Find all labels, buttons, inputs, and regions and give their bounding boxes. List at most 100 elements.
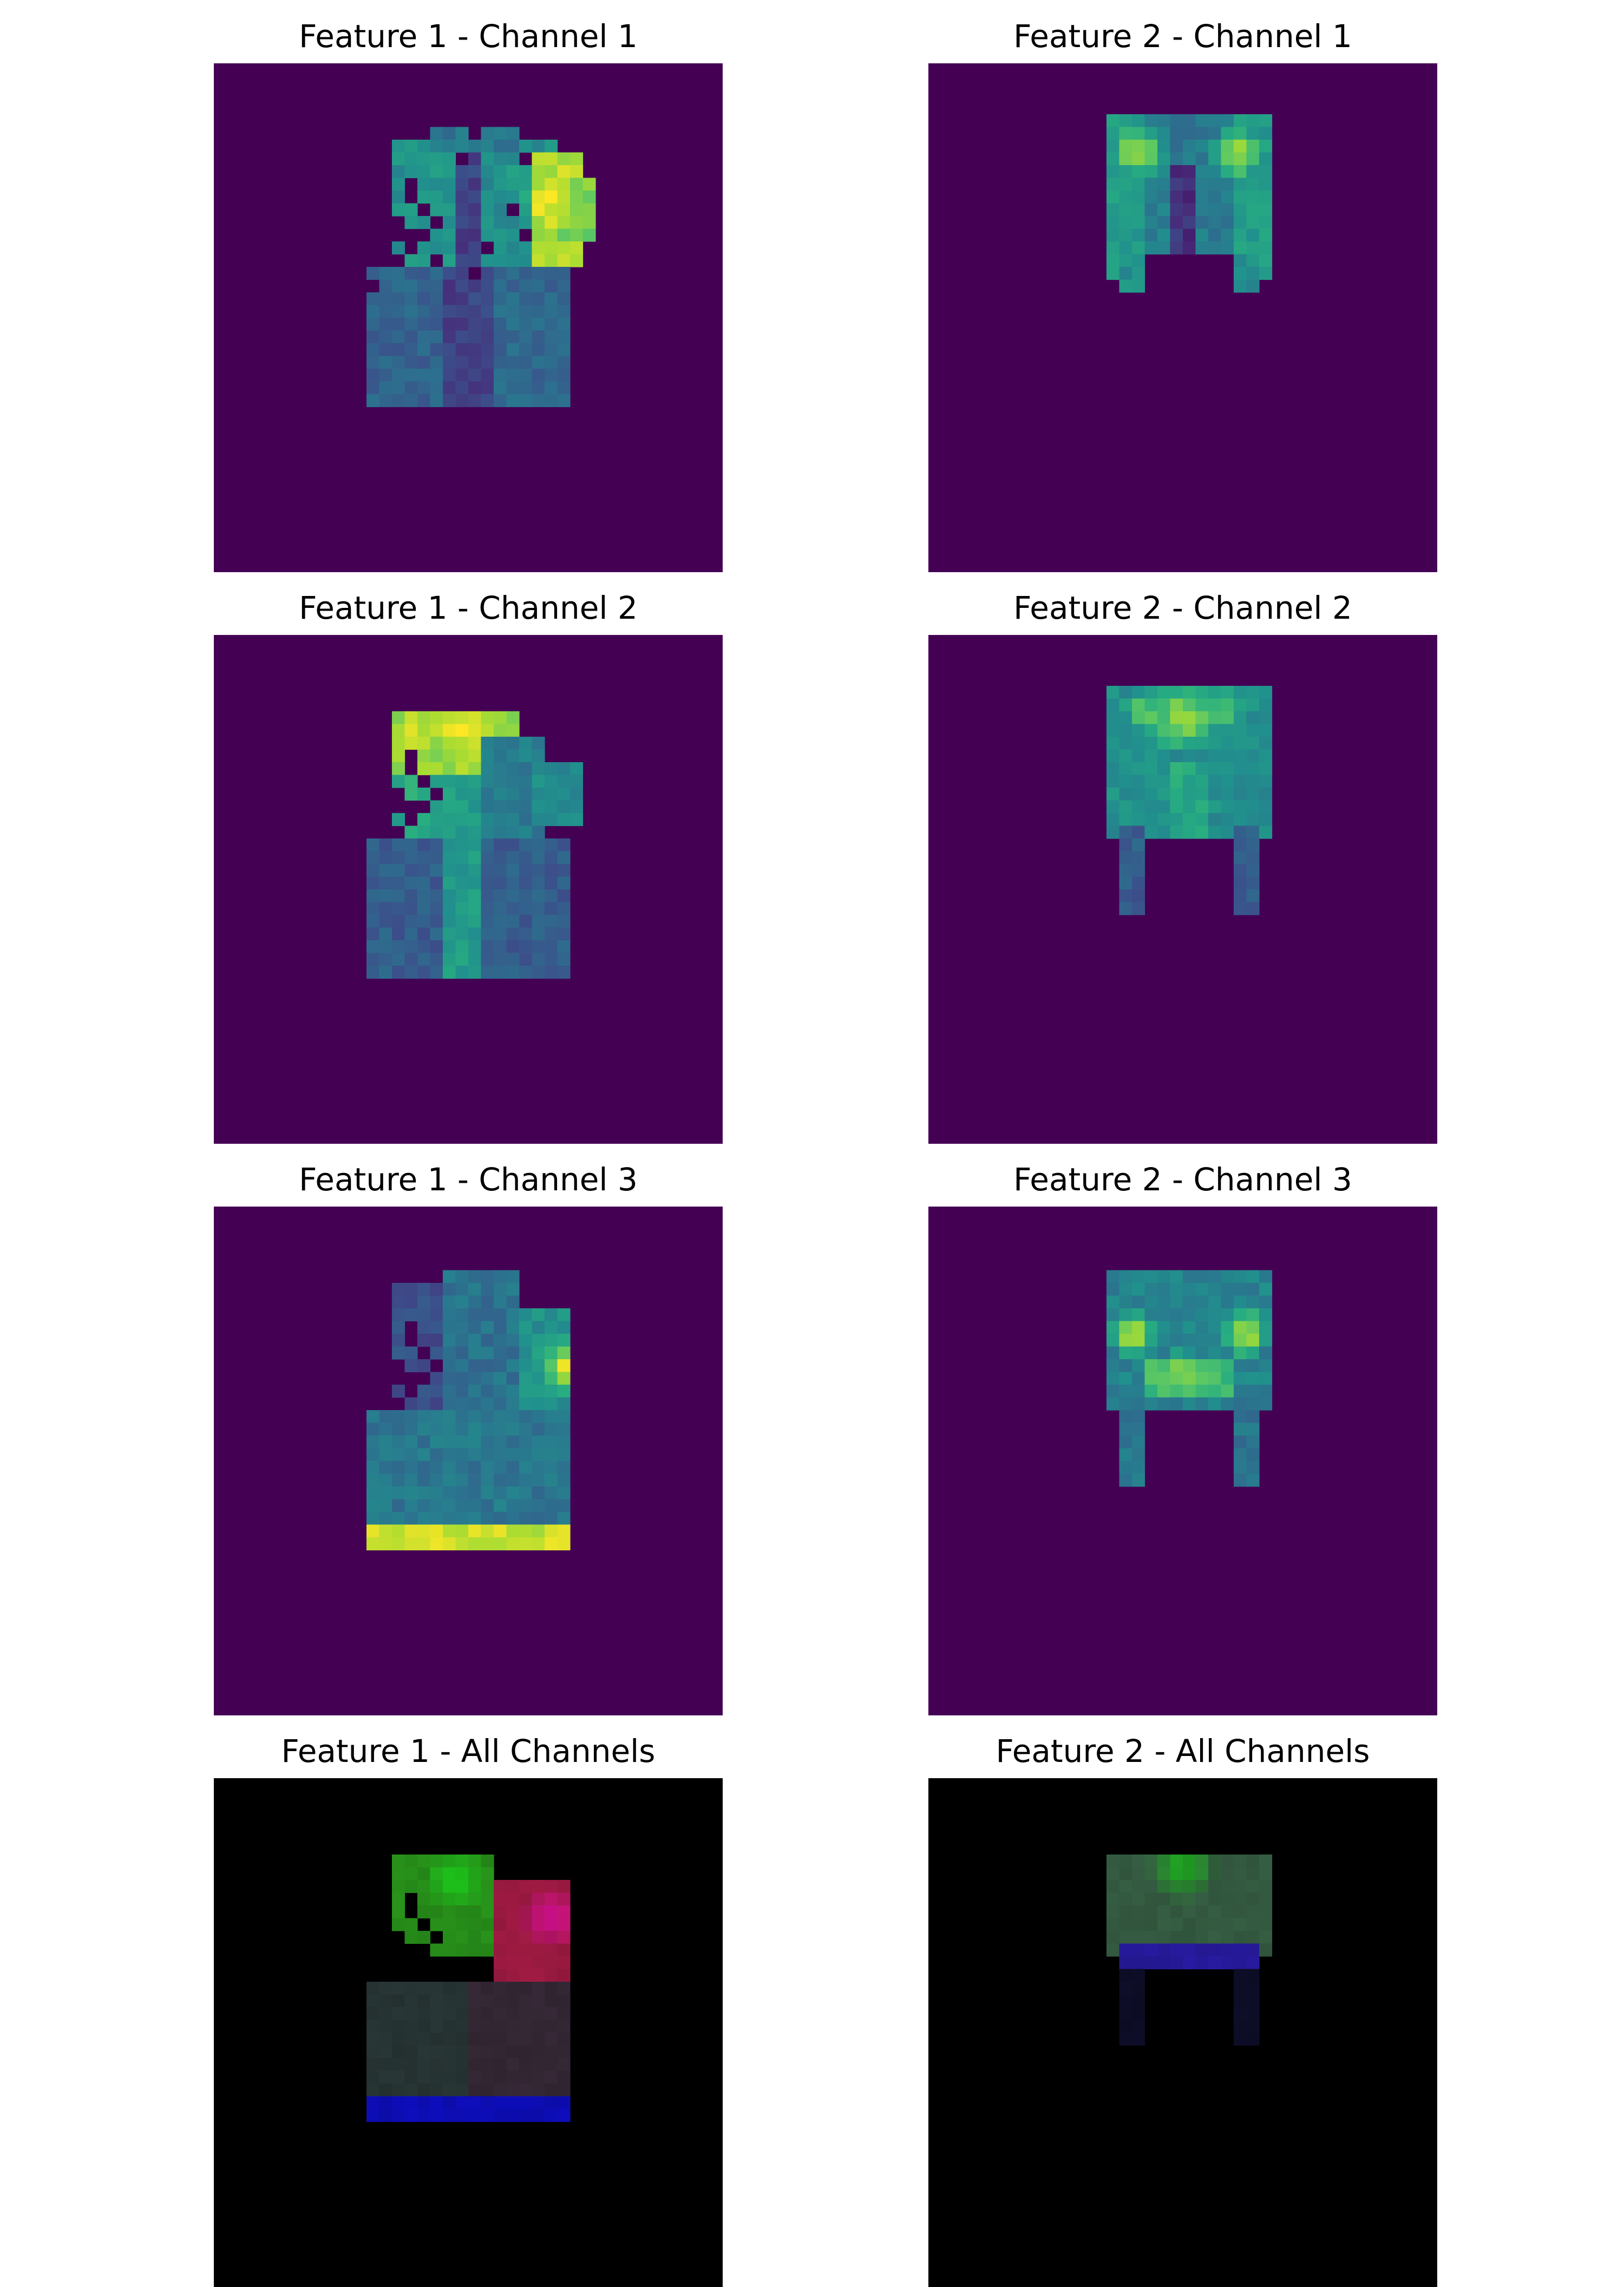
heatmap-cell — [404, 1918, 418, 1931]
heatmap-cell — [468, 279, 482, 293]
heatmap-cell — [1208, 140, 1222, 153]
heatmap-cell — [455, 1461, 469, 1475]
heatmap-cell — [430, 1880, 443, 1893]
heatmap-cell — [1208, 228, 1222, 242]
heatmap-cell — [468, 394, 482, 408]
heatmap-cell — [557, 1321, 571, 1334]
heatmap-cell — [366, 318, 380, 331]
heatmap-cell — [1183, 825, 1196, 839]
heatmap-cell — [1195, 1905, 1209, 1919]
heatmap-cell — [468, 178, 482, 191]
heatmap-cell — [417, 1410, 431, 1424]
heatmap-cell — [392, 318, 405, 331]
heatmap-cell — [506, 2020, 520, 2033]
heatmap-cell — [494, 953, 507, 966]
heatmap-cell — [557, 1486, 571, 1500]
heatmap-cell — [455, 2083, 469, 2097]
heatmap-cell — [532, 889, 545, 903]
heatmap-cell — [1157, 1359, 1171, 1373]
heatmap-cell — [455, 356, 469, 369]
heatmap-cell — [379, 1473, 392, 1487]
heatmap-cell — [506, 140, 520, 153]
heatmap-cell — [519, 1448, 533, 1462]
heatmap-cell — [1144, 1943, 1158, 1957]
heatmap-cell — [557, 864, 571, 877]
heatmap-cell — [417, 394, 431, 408]
heatmap-cell — [1132, 1321, 1145, 1334]
heatmap-cell — [532, 1943, 545, 1957]
heatmap-cell — [1259, 152, 1273, 166]
heatmap-cell — [557, 343, 571, 357]
heatmap-cell — [494, 152, 507, 166]
heatmap-cell — [557, 254, 571, 267]
heatmap-cell — [506, 1994, 520, 2008]
heatmap-cell — [379, 1423, 392, 1436]
heatmap-cell — [392, 1854, 405, 1868]
heatmap-cell — [494, 1931, 507, 1944]
heatmap-cell — [1246, 1918, 1260, 1931]
heatmap-cell — [532, 318, 545, 331]
heatmap-cell — [1183, 1270, 1196, 1283]
heatmap-cell — [1170, 1359, 1183, 1373]
heatmap-cell — [532, 1918, 545, 1931]
heatmap-cell — [506, 1423, 520, 1436]
heatmap-cell — [570, 228, 584, 242]
heatmap-cell — [1221, 1359, 1234, 1373]
heatmap-cell — [1234, 165, 1247, 179]
heatmap-cell — [1119, 1867, 1132, 1880]
heatmap-cell — [1170, 1880, 1183, 1893]
heatmap-cell — [1234, 762, 1247, 776]
heatmap-cell — [506, 1931, 520, 1944]
heatmap-cell — [481, 1308, 494, 1322]
heatmap-cell — [506, 343, 520, 357]
heatmap-cell — [1119, 191, 1132, 204]
heatmap-cell — [392, 2109, 405, 2122]
heatmap-cell — [443, 165, 456, 179]
heatmap-cell — [468, 825, 482, 839]
heatmap-cell — [1234, 1334, 1247, 1347]
heatmap-cell — [443, 1359, 456, 1373]
heatmap-cell — [481, 381, 494, 395]
heatmap-cell — [557, 1346, 571, 1360]
heatmap-cell — [532, 813, 545, 827]
heatmap-cell — [430, 152, 443, 166]
heatmap-cell — [1157, 788, 1171, 801]
heatmap-cell — [545, 1308, 558, 1322]
heatmap-cell — [481, 152, 494, 166]
heatmap-cell — [519, 2070, 533, 2084]
heatmap-cell — [582, 178, 596, 191]
heatmap-cell — [455, 216, 469, 230]
heatmap-cell — [1132, 902, 1145, 915]
heatmap-cell — [545, 1397, 558, 1411]
heatmap-cell — [506, 825, 520, 839]
heatmap-cell — [494, 838, 507, 852]
heatmap-cell — [506, 1321, 520, 1334]
heatmap-cell — [392, 1334, 405, 1347]
heatmap-cell — [557, 267, 571, 280]
heatmap-cell — [506, 1270, 520, 1283]
heatmap-cell — [430, 1943, 443, 1957]
heatmap-cell — [468, 838, 482, 852]
heatmap-cell — [1234, 114, 1247, 128]
heatmap-cell — [532, 825, 545, 839]
heatmap-cell — [532, 1461, 545, 1475]
heatmap-svg — [928, 1778, 1437, 2287]
heatmap-cell — [481, 2020, 494, 2033]
heatmap-cell — [417, 2007, 431, 2021]
heatmap-cell — [1221, 813, 1234, 827]
heatmap-cell — [506, 1537, 520, 1551]
heatmap-cell — [1132, 1448, 1145, 1462]
heatmap-cell — [1234, 152, 1247, 166]
heatmap-cell — [443, 762, 456, 776]
heatmap-cell — [494, 2033, 507, 2046]
heatmap-cell — [404, 2007, 418, 2021]
heatmap-cell — [455, 1270, 469, 1283]
heatmap-cell — [545, 267, 558, 280]
heatmap-cell — [404, 381, 418, 395]
heatmap-cell — [392, 152, 405, 166]
heatmap-cell — [519, 1943, 533, 1957]
heatmap-cell — [1246, 2007, 1260, 2021]
heatmap-cell — [1183, 749, 1196, 763]
heatmap-cell — [519, 1321, 533, 1334]
heatmap-cell — [443, 1334, 456, 1347]
